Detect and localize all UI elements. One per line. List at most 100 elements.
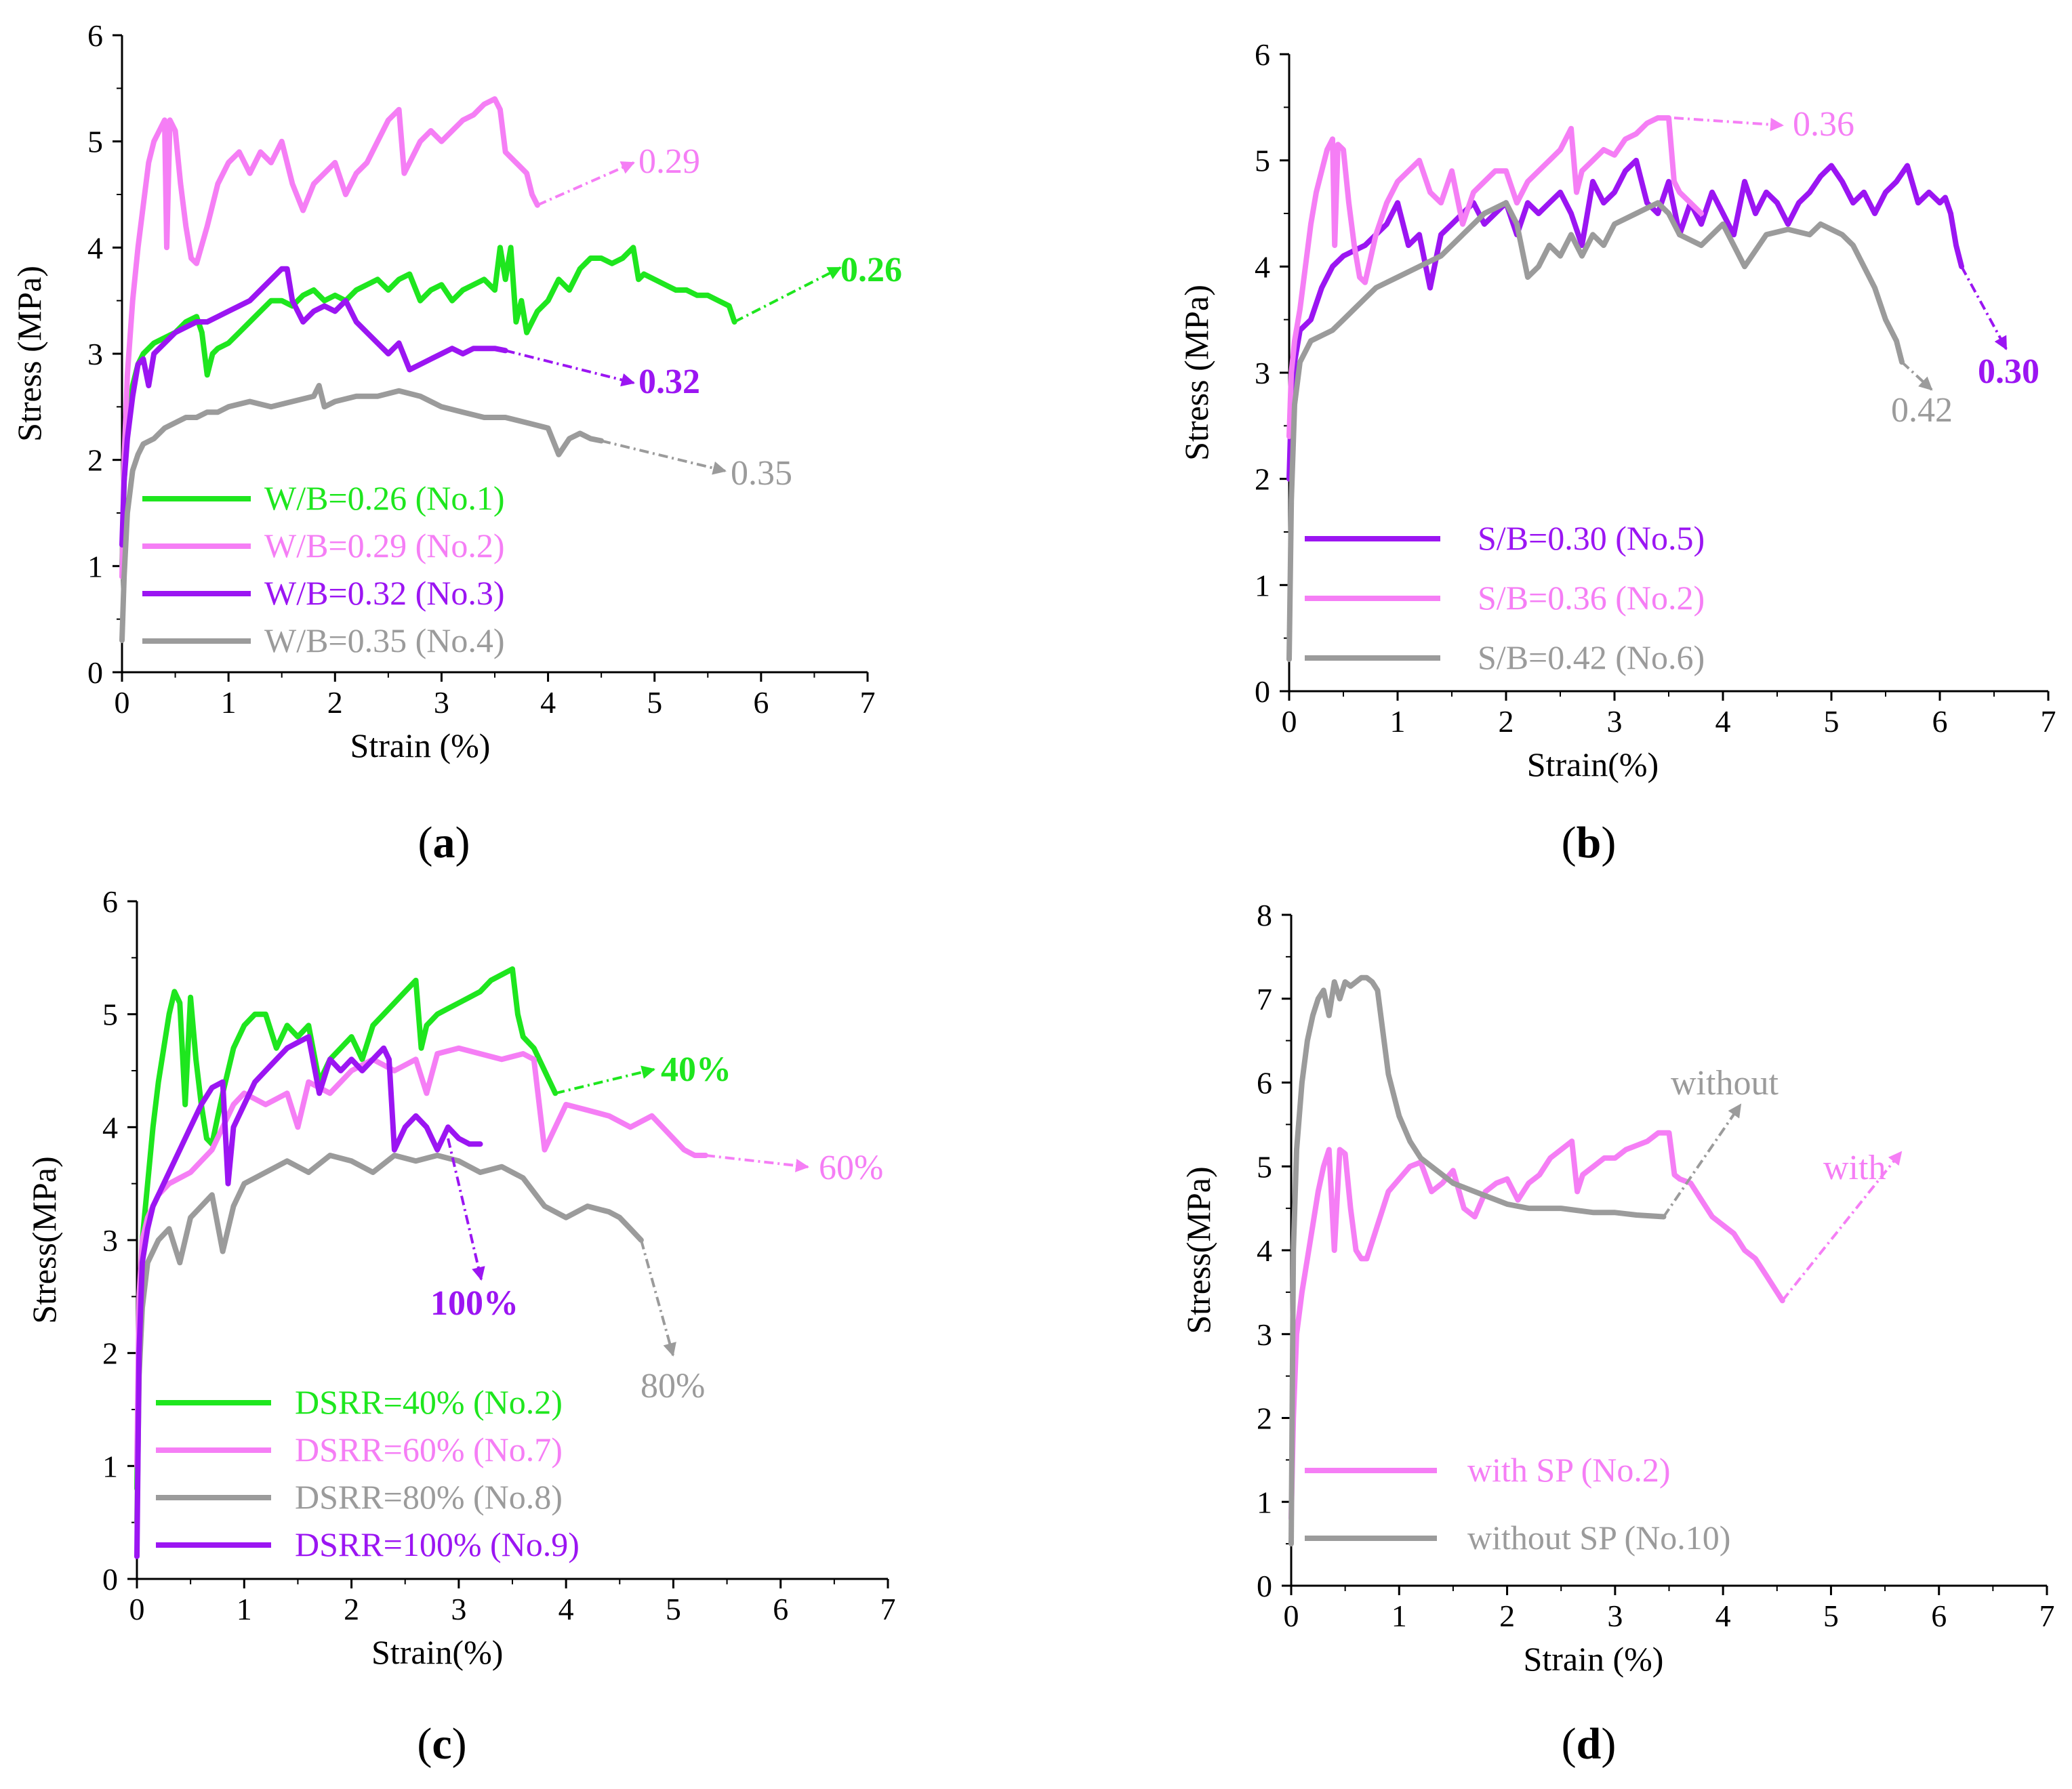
x-tick-label: 3: [434, 685, 449, 720]
series-line-3: [134, 1153, 644, 1525]
annotation-arrow: [705, 1154, 809, 1172]
annotation-label: 60%: [819, 1149, 883, 1187]
y-tick-label: 6: [1257, 1066, 1272, 1101]
annotation-label: 40%: [661, 1050, 731, 1089]
legend-label: W/B=0.35 (No.4): [264, 621, 505, 659]
x-tick-label: 2: [327, 685, 343, 720]
panel-label-close: ): [452, 1719, 467, 1769]
panel-label-close: ): [455, 818, 470, 867]
legend-label: S/B=0.30 (No.5): [1478, 519, 1705, 557]
y-tick-label: 1: [1255, 568, 1270, 602]
annotation-arrow: [1673, 117, 1784, 131]
y-tick-label: 1: [87, 549, 103, 583]
y-tick-label: 4: [1255, 249, 1270, 284]
y-tick-label: 5: [1257, 1149, 1272, 1184]
annotation-label: 0.35: [731, 454, 792, 493]
legend-label: DSRR=100% (No.9): [295, 1525, 580, 1563]
x-tick-label: 4: [558, 1592, 574, 1626]
annotation-arrow: [1901, 361, 1933, 391]
annotation-arrow: [1781, 1151, 1903, 1302]
annotation-label: 80%: [641, 1367, 705, 1405]
annotation-label: 0.26: [840, 251, 902, 289]
panel-label: (b): [1562, 818, 1617, 867]
x-tick-label: 2: [1499, 1599, 1515, 1633]
legend-label: DSRR=40% (No.2): [295, 1383, 563, 1421]
x-tick-label: 6: [753, 685, 769, 720]
y-tick-label: 2: [102, 1336, 118, 1371]
x-axis-title: Strain(%): [1527, 745, 1659, 783]
legend-label: S/B=0.42 (No.6): [1478, 638, 1705, 676]
x-tick-label: 1: [221, 685, 237, 720]
y-tick-label: 4: [1257, 1233, 1272, 1268]
panel-label: (c): [417, 1719, 466, 1769]
annotation-label: 100%: [430, 1284, 519, 1323]
legend-label: W/B=0.26 (No.1): [264, 479, 505, 517]
x-tick-label: 2: [1499, 704, 1514, 739]
x-tick-label: 6: [1932, 704, 1948, 739]
y-tick-label: 0: [102, 1562, 118, 1597]
x-tick-label: 6: [1931, 1599, 1947, 1633]
x-tick-label: 5: [647, 685, 662, 720]
y-tick-label: 0: [1257, 1569, 1272, 1603]
y-axis-title: Stress (MPa): [10, 266, 48, 442]
y-axis-title: Stress (MPa): [1177, 285, 1215, 461]
annotation-arrow: [447, 1138, 485, 1281]
y-tick-label: 3: [102, 1223, 118, 1258]
panel-label-open: (: [1562, 818, 1577, 867]
annotation-arrow: [733, 266, 842, 323]
panel-label-letter: d: [1577, 1719, 1602, 1769]
annotation-arrow: [1662, 1103, 1742, 1218]
x-tick-label: 3: [1607, 704, 1623, 739]
x-tick-label: 4: [1715, 704, 1731, 739]
annotation-arrow: [554, 1065, 655, 1095]
annotation-arrow: [640, 1239, 676, 1357]
y-tick-label: 1: [1257, 1485, 1272, 1519]
x-tick-label: 5: [1823, 1599, 1839, 1633]
y-tick-label: 3: [1257, 1317, 1272, 1352]
y-tick-label: 6: [1255, 37, 1270, 72]
annotation-label: 0.42: [1891, 391, 1953, 430]
x-tick-label: 0: [115, 685, 130, 720]
chart-panel-a: 0 1 2 3 4 5 6 7 0 1 2 3 4 5 6 Strain (%) Stress (MPa) 0.2…: [10, 18, 902, 867]
x-tick-label: 7: [880, 1592, 896, 1626]
y-tick-label: 4: [87, 230, 103, 265]
y-tick-label: 3: [1255, 356, 1270, 390]
series-line-3: [1286, 200, 1905, 662]
legend-label: W/B=0.29 (No.2): [264, 527, 505, 564]
x-tick-label: 0: [1282, 704, 1297, 739]
y-tick-label: 5: [102, 998, 118, 1032]
panel-label-close: ): [1601, 1719, 1616, 1769]
panel-label-open: (: [1562, 1719, 1577, 1769]
x-axis-title: Strain (%): [1524, 1640, 1664, 1678]
legend-label: DSRR=80% (No.8): [295, 1478, 563, 1516]
x-axis-title: Strain (%): [350, 726, 491, 764]
annotation-label: without: [1671, 1064, 1779, 1103]
series-line-4: [134, 1034, 483, 1559]
panel-label-close: ): [1601, 818, 1616, 867]
y-axis-title: Stress(MPa): [25, 1156, 63, 1323]
y-tick-label: 2: [87, 443, 103, 478]
x-tick-label: 5: [1824, 704, 1840, 739]
x-tick-label: 1: [237, 1592, 252, 1626]
panel-label-letter: b: [1577, 818, 1602, 867]
y-tick-label: 6: [102, 884, 118, 919]
chart-panel-d: 0 1 2 3 4 5 6 7 0 1 2 3 4 5 6 7 8 Strain (%) Stress(MPa) wi…: [1179, 898, 2055, 1769]
x-tick-label: 7: [2041, 704, 2056, 739]
y-tick-label: 0: [1255, 674, 1270, 709]
series-line-2: [1288, 974, 1667, 1547]
x-tick-label: 3: [1607, 1599, 1623, 1633]
annotation-label: 0.30: [1978, 352, 2039, 391]
annotation-arrow: [601, 439, 727, 475]
series-line-2: [119, 96, 540, 579]
legend-label: W/B=0.32 (No.3): [264, 574, 505, 612]
x-tick-label: 4: [540, 685, 556, 720]
annotation-label: 0.32: [638, 363, 700, 401]
y-tick-label: 2: [1255, 462, 1270, 497]
chart-panel-b: 0 1 2 3 4 5 6 7 0 1 2 3 4 5 6 Strain(%) Stress (MPa) 0.30…: [1177, 37, 2056, 867]
panel-label-letter: c: [432, 1719, 451, 1769]
x-tick-label: 4: [1715, 1599, 1731, 1633]
x-tick-label: 1: [1390, 704, 1406, 739]
x-tick-label: 2: [344, 1592, 359, 1626]
y-tick-label: 3: [87, 337, 103, 371]
